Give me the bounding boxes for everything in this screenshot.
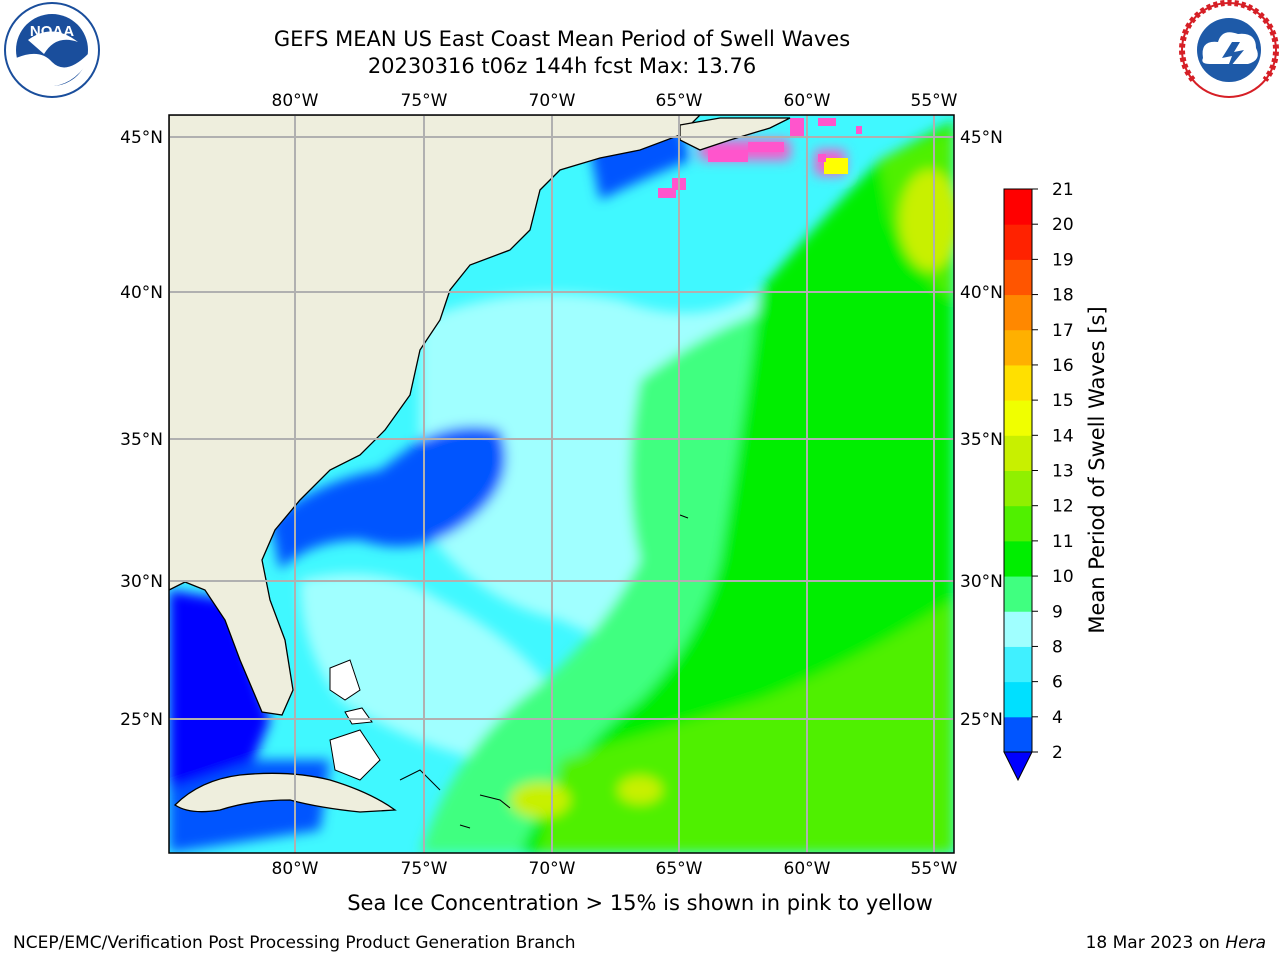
lon-tick: 70°W bbox=[529, 859, 576, 879]
lat-ticks-left: 45°N 40°N 35°N 30°N 25°N bbox=[120, 128, 163, 730]
lon-tick: 80°W bbox=[272, 91, 319, 111]
colorbar-tick-label: 12 bbox=[1052, 497, 1074, 517]
sea-ice-patches bbox=[658, 118, 862, 198]
credit-host: Hera bbox=[1225, 933, 1266, 953]
bahamas-islands bbox=[329, 659, 381, 781]
colorbar-segment bbox=[1004, 294, 1032, 331]
lat-ticks-right: 45°N 40°N 35°N 30°N 25°N bbox=[960, 128, 1003, 730]
lat-tick: 40°N bbox=[120, 283, 163, 303]
colorbar-tick-label: 19 bbox=[1052, 250, 1074, 270]
lat-tick: 45°N bbox=[120, 128, 163, 148]
colorbar-segment bbox=[1004, 259, 1032, 296]
colorbar-tick-label: 15 bbox=[1052, 391, 1074, 411]
lon-ticks-top: 80°W 75°W 70°W 65°W 60°W 55°W bbox=[272, 91, 958, 111]
lon-tick: 75°W bbox=[401, 91, 448, 111]
colorbar-segment bbox=[1004, 716, 1032, 753]
lat-tick: 35°N bbox=[120, 430, 163, 450]
colorbar-segment bbox=[1004, 329, 1032, 366]
map-frame bbox=[168, 114, 955, 854]
credit-date: 18 Mar 2023 on Hera bbox=[1086, 933, 1266, 953]
colorbar-tick-label: 8 bbox=[1052, 637, 1063, 657]
lon-tick: 80°W bbox=[272, 859, 319, 879]
colorbar-segment bbox=[1004, 611, 1032, 647]
lat-tick: 25°N bbox=[120, 710, 163, 730]
colorbar-segment bbox=[1004, 224, 1032, 260]
lon-tick: 65°W bbox=[656, 91, 703, 111]
sea-ice-note: Sea Ice Concentration > 15% is shown in … bbox=[347, 891, 933, 915]
lat-tick: 25°N bbox=[960, 710, 1003, 730]
colorbar-under-arrow bbox=[1003, 751, 1033, 782]
colorbar-tick-label: 14 bbox=[1052, 426, 1074, 446]
colorbar: 2 4 6 8 9 10 11 12 13 14 15 16 17 18 19 20 21 bbox=[1003, 180, 1074, 782]
map-gridlines bbox=[169, 115, 954, 853]
lat-tick: 35°N bbox=[960, 430, 1003, 450]
lon-tick: 55°W bbox=[911, 859, 958, 879]
colorbar-tick-label: 2 bbox=[1052, 743, 1063, 763]
lon-tick: 60°W bbox=[784, 859, 831, 879]
lon-tick: 75°W bbox=[401, 859, 448, 879]
colorbar-segment bbox=[1004, 540, 1032, 577]
colorbar-tick-label: 9 bbox=[1052, 602, 1063, 622]
lon-tick: 65°W bbox=[656, 859, 703, 879]
colorbar-tick-label: 17 bbox=[1052, 321, 1074, 341]
chart-title: GEFS MEAN US East Coast Mean Period of S… bbox=[273, 27, 851, 51]
lat-tick: 45°N bbox=[960, 128, 1003, 148]
colorbar-label: Mean Period of Swell Waves [s] bbox=[1085, 306, 1109, 634]
noaa-logo-text: NOAA bbox=[30, 23, 74, 40]
colorbar-segment bbox=[1004, 646, 1032, 683]
colorbar-segment bbox=[1004, 435, 1032, 471]
colorbar-tick-label: 21 bbox=[1052, 180, 1074, 200]
lat-tick: 30°N bbox=[960, 572, 1003, 592]
lat-tick: 40°N bbox=[960, 283, 1003, 303]
lon-tick: 55°W bbox=[911, 91, 958, 111]
colorbar-tick-label: 18 bbox=[1052, 286, 1074, 306]
credit-date-text: 18 Mar 2023 on bbox=[1085, 933, 1226, 953]
colorbar-tick-label: 20 bbox=[1052, 215, 1074, 235]
colorbar-tick-label: 13 bbox=[1052, 462, 1074, 482]
colorbar-segment bbox=[1004, 470, 1032, 507]
colorbar-tick-label: 10 bbox=[1052, 567, 1074, 587]
colorbar-tick-label: 16 bbox=[1052, 356, 1074, 376]
credit-branch: NCEP/EMC/Verification Post Processing Pr… bbox=[13, 933, 576, 953]
map-canvas bbox=[169, 115, 954, 853]
colorbar-tick-label: 6 bbox=[1052, 673, 1063, 693]
island-outlines bbox=[399, 514, 689, 829]
colorbar-segment bbox=[1004, 400, 1032, 436]
colorbar-segment bbox=[1004, 681, 1032, 718]
colorbar-segment bbox=[1004, 505, 1032, 542]
noaa-logo-icon: NOAA bbox=[4, 2, 100, 98]
colorbar-segment bbox=[1004, 189, 1032, 225]
land-mass bbox=[169, 115, 791, 813]
colorbar-tick-label: 4 bbox=[1052, 708, 1063, 728]
lon-tick: 60°W bbox=[784, 91, 831, 111]
chart-subtitle: 20230316 t06z 144h fcst Max: 13.76 bbox=[367, 54, 757, 78]
lon-ticks-bottom: 80°W 75°W 70°W 65°W 60°W 55°W bbox=[272, 859, 958, 879]
colorbar-segment bbox=[1004, 364, 1032, 401]
nws-logo-icon bbox=[1179, 0, 1279, 98]
lon-tick: 70°W bbox=[529, 91, 576, 111]
lat-tick: 30°N bbox=[120, 572, 163, 592]
colorbar-segment bbox=[1004, 576, 1032, 612]
colorbar-tick-label: 11 bbox=[1052, 532, 1074, 552]
